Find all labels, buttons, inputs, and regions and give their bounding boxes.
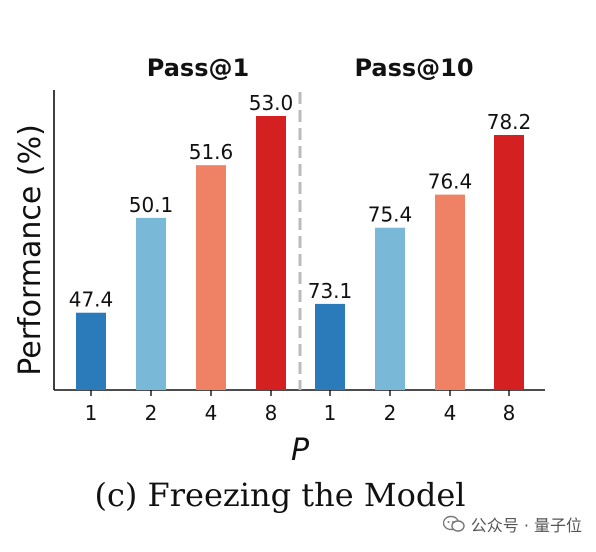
bar <box>196 165 226 390</box>
watermark: 公众号 · 量子位 <box>442 512 582 536</box>
axes <box>53 90 545 396</box>
bar-value-label: 50.1 <box>129 193 174 217</box>
bar <box>315 303 345 390</box>
bars <box>76 116 524 390</box>
bar-value-label: 73.1 <box>308 279 353 303</box>
bar <box>375 227 405 390</box>
bar-value-label: 47.4 <box>69 288 114 312</box>
bar <box>494 135 524 390</box>
labels: Performance (%) P Pass@1 47.4 1 50.1 2 51.6 4 53.… <box>13 54 531 468</box>
bar <box>76 312 106 390</box>
x-tick-label: 8 <box>503 401 516 425</box>
bar-value-label: 76.4 <box>428 170 473 194</box>
bar-value-label: 78.2 <box>487 110 532 134</box>
figure-caption: (c) Freezing the Model <box>94 476 466 514</box>
bar <box>136 217 166 390</box>
bar <box>256 116 286 390</box>
x-tick-label: 4 <box>444 401 457 425</box>
panel-title-1: Pass@1 <box>147 54 249 82</box>
x-tick-label: 2 <box>384 401 397 425</box>
x-tick-label: 1 <box>85 401 98 425</box>
chart: Performance (%) P Pass@1 47.4 1 50.1 2 51.6 4 53.… <box>13 54 545 468</box>
bar <box>435 194 465 390</box>
x-tick-label: 8 <box>265 401 278 425</box>
x-tick-label: 1 <box>324 401 337 425</box>
x-tick-label: 4 <box>205 401 218 425</box>
y-axis-label: Performance (%) <box>13 124 48 376</box>
x-tick-label: 2 <box>145 401 158 425</box>
x-axis-label: P <box>291 433 310 468</box>
panel-title-2: Pass@10 <box>354 54 473 82</box>
watermark-text: 公众号 · 量子位 <box>470 516 582 535</box>
bar-value-label: 75.4 <box>368 203 413 227</box>
bar-value-label: 53.0 <box>249 91 294 115</box>
bar-value-label: 51.6 <box>189 140 234 164</box>
wechat-icon <box>442 515 465 532</box>
